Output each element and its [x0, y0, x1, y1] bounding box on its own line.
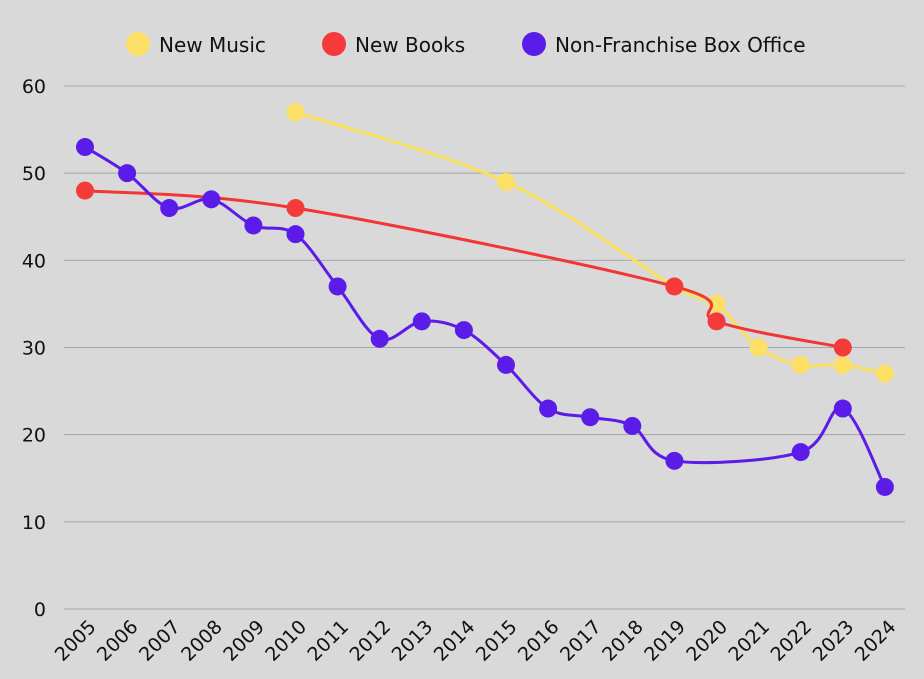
y-tick-label: 10	[22, 512, 46, 534]
data-point	[328, 277, 347, 296]
x-tick-label: 2008	[177, 616, 227, 666]
data-point	[749, 338, 768, 357]
x-tick-label: 2020	[682, 616, 732, 666]
x-tick-label: 2005	[51, 616, 101, 666]
data-point	[76, 138, 94, 157]
x-tick-label: 2016	[514, 616, 564, 666]
x-tick-label: 2011	[303, 616, 353, 666]
data-point	[244, 216, 263, 235]
legend-item: New Books	[322, 32, 465, 57]
grid-lines	[64, 85, 905, 610]
series-non-franchise-box-office	[76, 138, 894, 496]
data-point	[286, 103, 305, 122]
legend-item: New Music	[126, 32, 266, 57]
x-tick-label: 2019	[640, 616, 690, 666]
data-point	[497, 355, 515, 374]
x-tick-label: 2015	[472, 616, 522, 666]
x-tick-label: 2022	[766, 616, 816, 666]
data-point	[791, 443, 810, 462]
data-point	[581, 408, 600, 427]
legend-label: New Books	[355, 33, 465, 57]
x-tick-label: 2012	[345, 616, 395, 666]
data-point	[539, 399, 558, 418]
data-point	[286, 199, 305, 218]
y-tick-label: 20	[22, 425, 46, 447]
data-point	[202, 190, 221, 209]
series-group	[76, 103, 894, 496]
legend-marker	[522, 32, 546, 56]
data-point	[665, 451, 684, 470]
legend-marker	[322, 32, 346, 56]
data-point	[497, 172, 515, 191]
y-axis: 0 10 20 30 40 50 60	[22, 76, 46, 621]
legend: New Music New Books Non-Franchise Box Offi…	[126, 32, 806, 57]
x-tick-label: 2018	[598, 616, 648, 666]
data-point	[623, 416, 642, 435]
data-point	[875, 364, 894, 383]
data-point	[76, 181, 94, 200]
x-axis: 2005200620072008200920102011201220132014…	[51, 616, 901, 666]
x-tick-label: 2024	[851, 616, 901, 666]
data-point	[286, 225, 305, 244]
y-tick-label: 40	[22, 250, 46, 272]
x-tick-label: 2009	[219, 616, 269, 666]
x-tick-label: 2023	[809, 616, 859, 666]
data-point	[833, 399, 852, 418]
data-point	[160, 199, 179, 218]
data-point	[707, 312, 726, 331]
data-point	[665, 277, 684, 296]
legend-label: New Music	[159, 33, 266, 57]
y-tick-label: 30	[22, 338, 46, 360]
data-point	[875, 477, 894, 496]
data-point	[791, 355, 810, 374]
data-point	[833, 355, 852, 374]
data-point	[370, 329, 389, 348]
data-point	[454, 321, 473, 340]
data-point	[118, 164, 137, 183]
legend-marker	[126, 32, 150, 56]
x-tick-label: 2006	[93, 616, 143, 666]
data-point	[412, 312, 431, 331]
legend-label: Non-Franchise Box Office	[555, 33, 806, 57]
y-tick-label: 50	[22, 163, 46, 185]
legend-item: Non-Franchise Box Office	[522, 32, 806, 57]
x-tick-label: 2014	[430, 616, 480, 666]
x-tick-label: 2017	[556, 616, 606, 666]
data-point	[833, 338, 852, 357]
x-tick-label: 2021	[724, 616, 774, 666]
y-tick-label: 60	[22, 76, 46, 98]
x-tick-label: 2010	[261, 616, 311, 666]
x-tick-label: 2007	[135, 616, 185, 666]
x-tick-label: 2013	[388, 616, 438, 666]
y-tick-label: 0	[34, 599, 46, 621]
